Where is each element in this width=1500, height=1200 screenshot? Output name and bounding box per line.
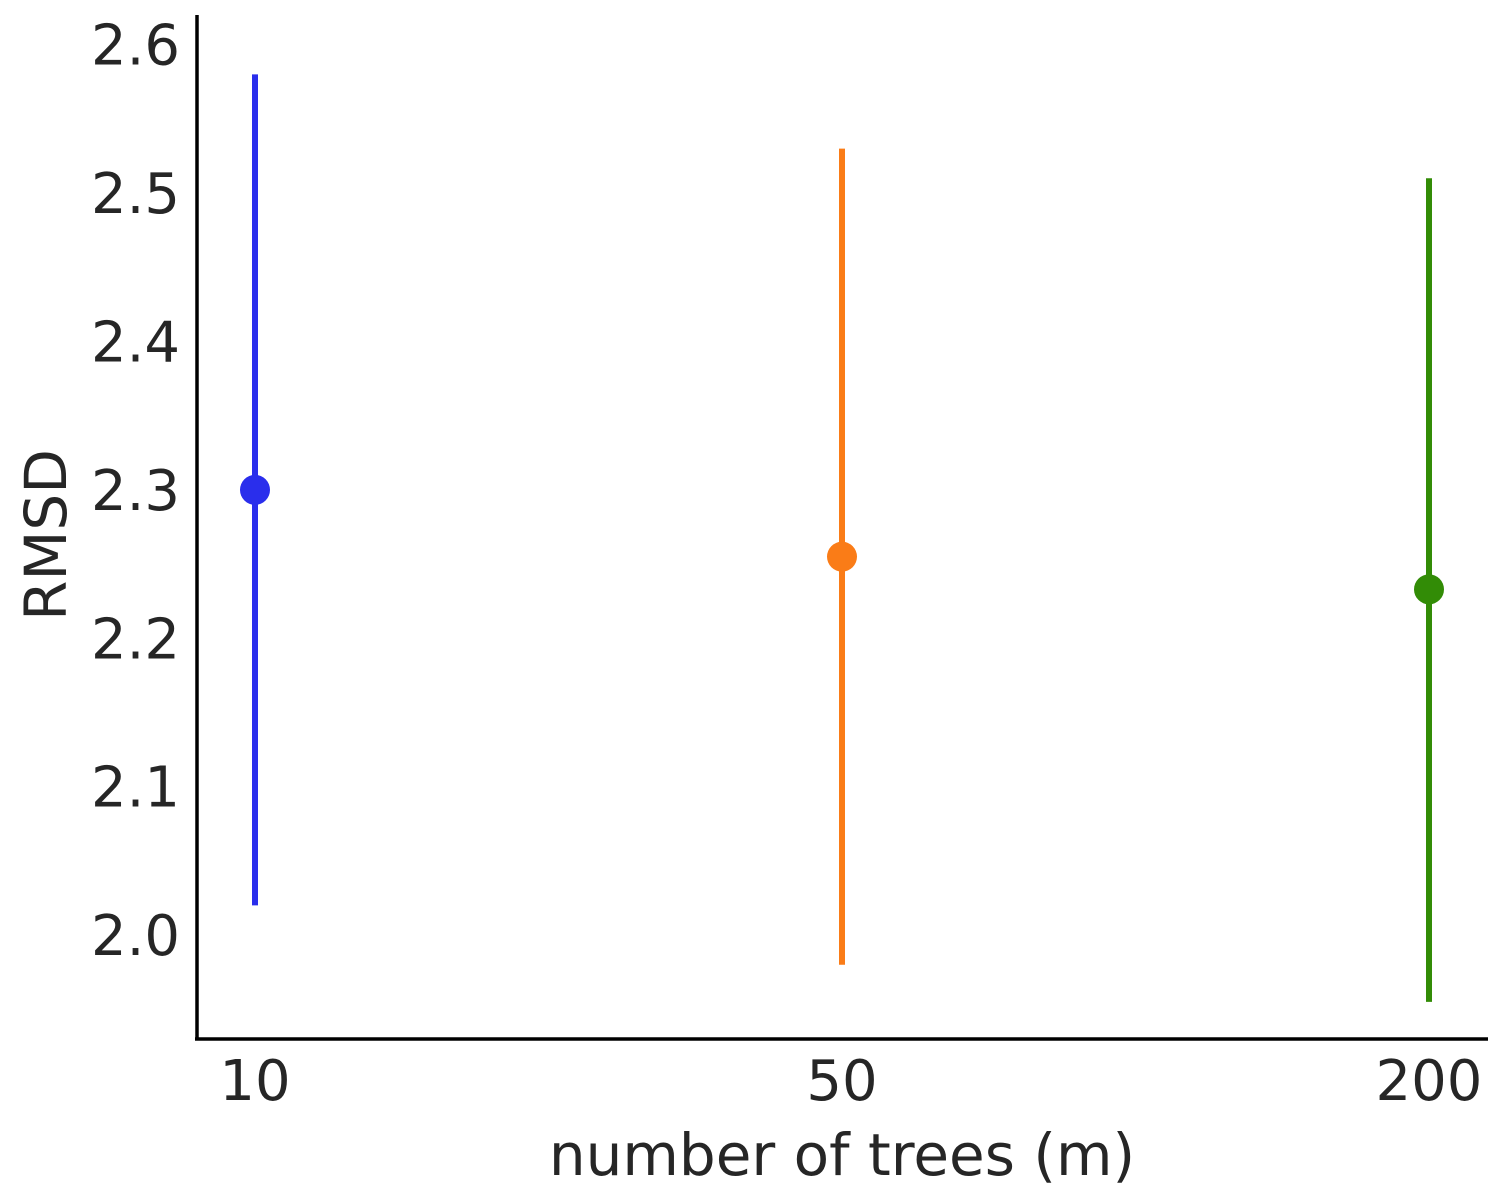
chart-marks <box>240 74 1444 1002</box>
data-point-50 <box>827 541 857 572</box>
y-tick-label: 2.3 <box>91 459 180 524</box>
x-tick-labels: 10 50 200 <box>219 1049 1482 1114</box>
y-tick-label: 2.2 <box>91 607 180 672</box>
y-tick-label: 2.1 <box>91 756 180 821</box>
x-tick-label: 50 <box>806 1049 877 1114</box>
data-point-10 <box>240 474 270 505</box>
y-tick-label: 2.5 <box>91 162 180 227</box>
y-tick-label: 2.4 <box>91 310 180 375</box>
data-point-200 <box>1414 574 1444 605</box>
x-axis-label: number of trees (m) <box>549 1121 1135 1189</box>
x-tick-label: 200 <box>1376 1049 1483 1114</box>
y-tick-labels: 2.0 2.1 2.2 2.3 2.4 2.5 2.6 <box>91 14 180 969</box>
x-tick-label: 10 <box>219 1049 290 1114</box>
y-tick-label: 2.0 <box>91 904 180 969</box>
y-axis-label: RMSD <box>12 449 80 621</box>
y-tick-label: 2.6 <box>91 14 180 79</box>
